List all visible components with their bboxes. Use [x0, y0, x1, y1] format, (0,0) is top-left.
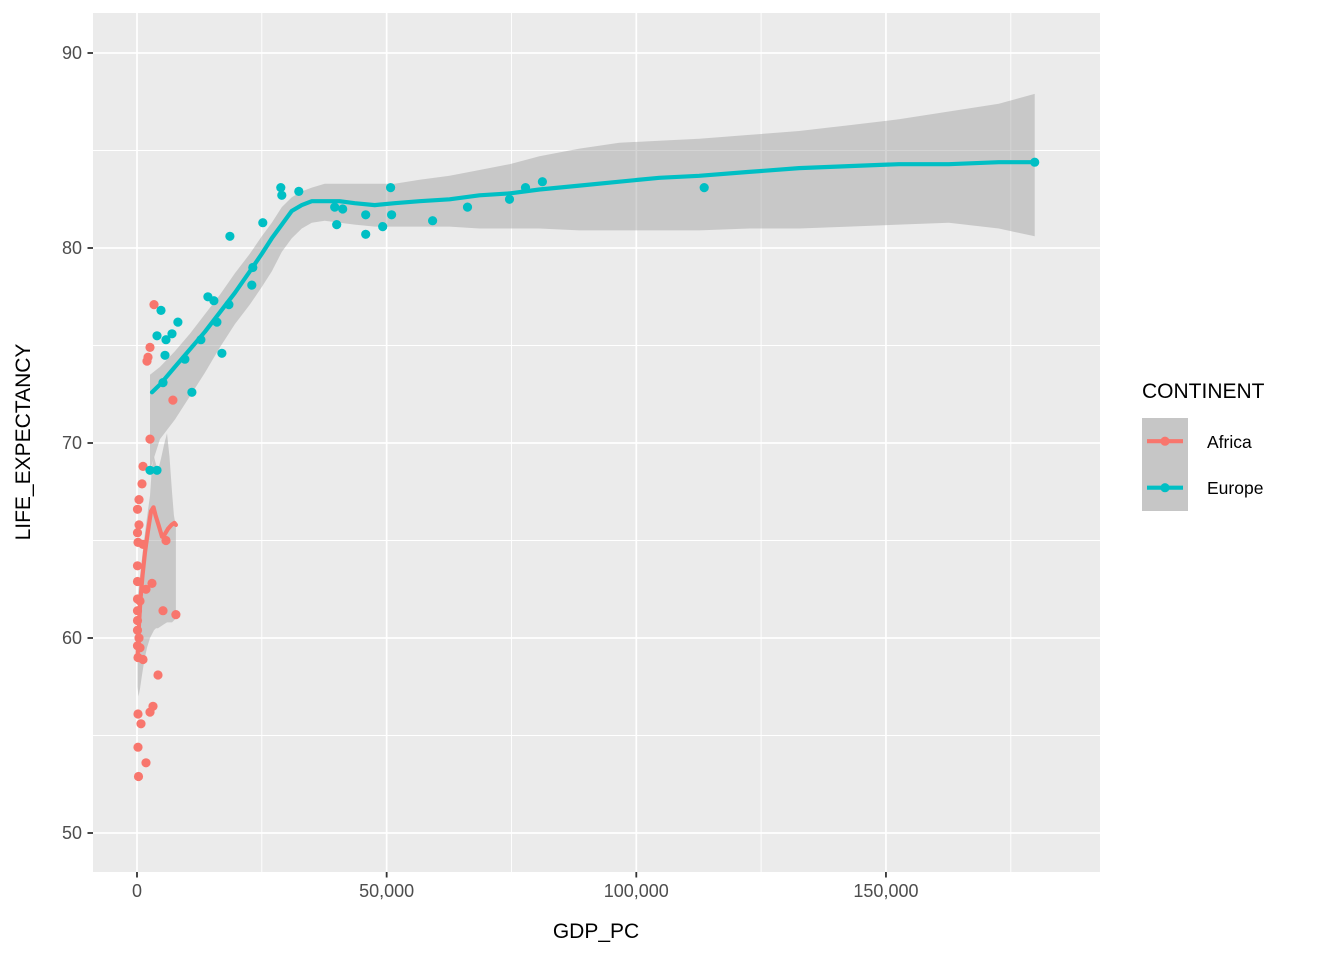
data-point-africa: [137, 479, 147, 489]
data-point-africa: [168, 395, 178, 405]
confidence-ribbon-europe: [150, 93, 1035, 471]
y-tick-label: 70: [62, 433, 82, 453]
data-point-europe: [152, 331, 162, 341]
y-axis-title: LIFE_EXPECTANCY: [12, 344, 35, 541]
legend-key-point: [1160, 483, 1170, 493]
data-point-africa: [132, 561, 143, 571]
data-point-europe: [330, 202, 340, 212]
legend-label-europe: Europe: [1207, 478, 1263, 498]
y-tick-label: 60: [62, 628, 82, 648]
data-point-africa: [145, 434, 155, 444]
data-point-europe: [145, 465, 155, 475]
data-point-africa: [138, 654, 148, 665]
data-point-europe: [167, 329, 177, 339]
data-point-europe: [361, 210, 371, 220]
smooth-line-africa: [135, 505, 178, 662]
data-point-europe: [378, 222, 388, 232]
data-point-europe: [386, 183, 396, 193]
data-point-africa: [161, 535, 171, 546]
data-point-europe: [156, 305, 166, 315]
data-point-europe: [387, 210, 397, 220]
data-point-africa: [142, 356, 152, 366]
legend-key-point: [1160, 436, 1170, 446]
data-point-europe: [187, 387, 197, 397]
data-point-europe: [277, 190, 287, 200]
data-point-europe: [276, 183, 286, 193]
data-point-africa: [171, 610, 181, 620]
data-point-europe: [247, 280, 257, 290]
data-point-europe: [152, 465, 162, 475]
data-point-africa: [141, 758, 151, 768]
x-tick-label: 150,000: [853, 881, 918, 901]
data-point-europe: [258, 218, 268, 228]
data-point-europe: [209, 296, 219, 306]
data-point-africa: [133, 771, 144, 782]
data-point-africa: [149, 300, 159, 310]
legend: CONTINENT Africa Europe: [1142, 380, 1265, 511]
plot-panel: 0 50,000 100,000 150,000 50 60 70 80 90: [62, 13, 1100, 901]
smooth-line-europe: [149, 160, 1037, 395]
x-axis-title: GDP_PC: [553, 920, 639, 943]
data-point-europe: [699, 183, 709, 193]
data-point-africa: [153, 670, 163, 680]
data-point-europe: [294, 186, 304, 196]
legend-keys: [1142, 418, 1188, 511]
x-tick-label: 0: [132, 881, 142, 901]
data-point-africa: [145, 342, 155, 352]
data-point-europe: [361, 229, 371, 239]
confidence-ribbon-africa: [137, 433, 176, 697]
data-point-africa: [141, 584, 151, 594]
data-point-africa: [133, 709, 143, 719]
legend-key-africa: [1142, 418, 1188, 465]
x-tick-label: 50,000: [359, 881, 414, 901]
data-point-africa: [134, 520, 144, 530]
data-point-africa: [133, 742, 143, 752]
data-point-africa: [147, 578, 157, 589]
legend-label-africa: Africa: [1207, 432, 1252, 452]
data-point-europe: [217, 348, 227, 358]
legend-title: CONTINENT: [1142, 380, 1265, 403]
data-point-africa: [136, 719, 146, 729]
data-point-europe: [537, 177, 548, 187]
y-tick-label: 90: [62, 43, 82, 63]
data-point-africa: [138, 461, 148, 471]
x-tick-label: 100,000: [604, 881, 669, 901]
data-point-africa: [145, 707, 155, 717]
data-point-africa: [132, 528, 143, 538]
data-point-africa: [134, 495, 144, 505]
data-point-europe: [338, 204, 348, 214]
legend-key-europe: [1142, 464, 1188, 511]
data-point-europe: [428, 216, 438, 226]
data-point-europe: [462, 202, 473, 212]
y-tick-label: 50: [62, 823, 82, 843]
data-point-europe: [504, 194, 515, 204]
data-point-africa: [132, 504, 143, 514]
data-point-europe: [332, 220, 342, 230]
data-point-europe: [160, 350, 170, 360]
data-point-europe: [173, 317, 183, 327]
data-point-europe: [161, 335, 171, 345]
y-tick-label: 80: [62, 238, 82, 258]
data-point-africa: [158, 606, 168, 616]
data-point-europe: [225, 231, 235, 241]
